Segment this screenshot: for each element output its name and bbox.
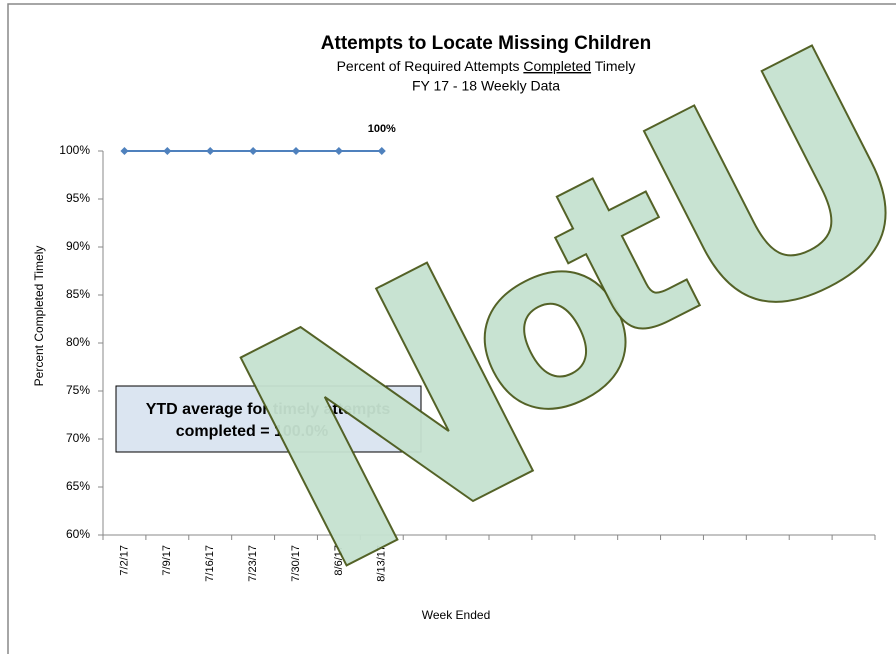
data-point (377, 147, 386, 155)
chart-subtitle: Percent of Required Attempts Completed T… (337, 58, 636, 74)
subtitle-part: Percent of Required Attempts (337, 58, 524, 74)
y-axis-label: Percent Completed Timely (32, 246, 46, 387)
data-point (334, 147, 343, 155)
y-tick-label: 75% (66, 383, 90, 397)
y-tick-label: 95% (66, 191, 90, 205)
data-point (292, 147, 300, 155)
x-tick-label: 7/2/17 (118, 545, 130, 576)
subtitle-part: Completed (523, 58, 591, 74)
y-tick-label: 80% (66, 335, 90, 349)
x-axis-label: Week Ended (422, 608, 491, 622)
annotation-box (115, 385, 422, 453)
x-tick-label: 7/30/17 (290, 545, 302, 582)
data-point (206, 147, 215, 155)
y-tick-label: 85% (66, 287, 90, 301)
y-tick-label: 100% (59, 143, 90, 157)
y-tick-label: 90% (66, 239, 90, 253)
x-tick-label: 8/13/17 (376, 545, 388, 582)
x-tick-label: 7/9/17 (161, 545, 173, 576)
chart-subtitle-2: FY 17 - 18 Weekly Data (412, 78, 560, 94)
data-point (249, 147, 258, 155)
x-tick-label: 8/6/17 (333, 545, 345, 576)
subtitle-part: Timely (591, 58, 635, 74)
y-tick-label: 60% (66, 527, 90, 541)
data-point (163, 147, 172, 155)
frame (7, 3, 896, 654)
y-tick-label: 65% (66, 479, 90, 493)
annotation-line: YTD average for timely attempts (146, 401, 391, 418)
x-tick-label: 7/16/17 (204, 545, 216, 582)
data-label: 100% (368, 123, 396, 135)
y-tick-label: 70% (66, 431, 90, 445)
data-point (120, 147, 129, 155)
x-tick-label: 7/23/17 (247, 545, 259, 582)
annotation-line: completed = 100.0% (176, 423, 329, 440)
chart-title: Attempts to Locate Missing Children (321, 33, 651, 54)
